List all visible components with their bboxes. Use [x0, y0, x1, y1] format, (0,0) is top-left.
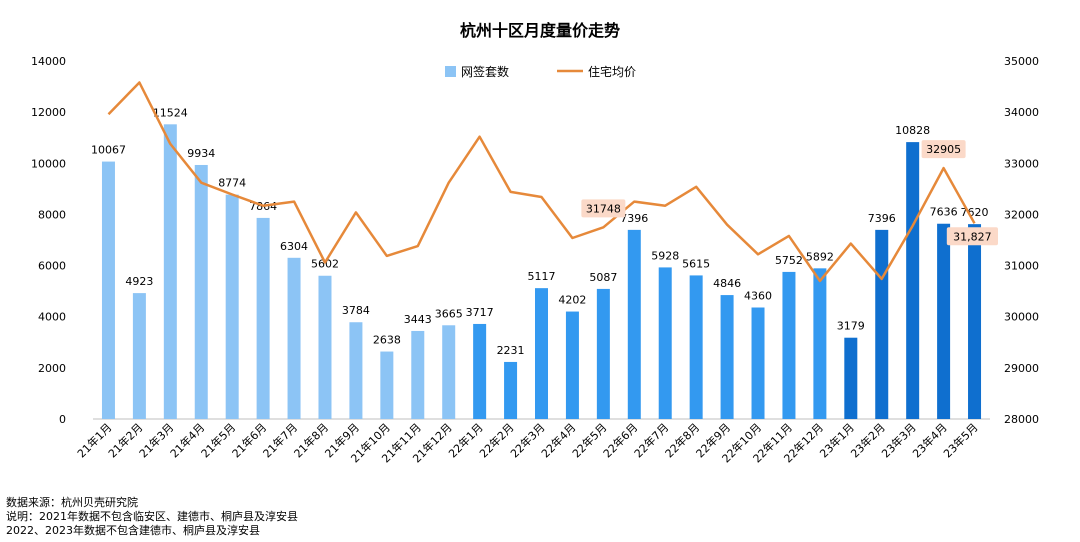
- bar: [937, 223, 951, 419]
- bar: [194, 164, 208, 419]
- price-callout-box: [581, 199, 626, 218]
- bar-labels: 1006749231152499348774786463045602378426…: [91, 106, 989, 357]
- bar: [844, 337, 858, 419]
- bar: [287, 257, 301, 419]
- price-polyline: [107, 81, 976, 283]
- bar: [442, 325, 456, 419]
- bar: [504, 361, 518, 419]
- bar-value-label: 5928: [651, 249, 679, 262]
- price-callout-label: 31748: [586, 202, 621, 215]
- bar: [349, 322, 363, 419]
- bar: [968, 224, 982, 419]
- bar-value-label: 2231: [497, 344, 525, 357]
- y-left-tick-label: 0: [59, 413, 66, 426]
- bar-value-label: 4923: [125, 275, 153, 288]
- bar: [565, 311, 579, 419]
- bar: [535, 288, 548, 419]
- bar-value-label: 10828: [895, 124, 930, 137]
- price-line-series: [107, 81, 976, 283]
- bar: [720, 295, 734, 419]
- y-right-tick-label: 32000: [1004, 208, 1039, 221]
- bar: [658, 267, 672, 419]
- bar-value-label: 3665: [435, 307, 463, 320]
- bar: [627, 229, 641, 419]
- bar-value-label: 10067: [91, 144, 126, 157]
- bar-value-label: 2638: [373, 334, 401, 347]
- y-left-tick-label: 2000: [38, 362, 66, 375]
- bar-value-label: 7396: [868, 212, 896, 225]
- y-left-tick-label: 8000: [38, 208, 66, 221]
- bar: [782, 271, 796, 419]
- y-right-tick-label: 31000: [1004, 260, 1039, 273]
- bar-value-label: 5615: [682, 257, 710, 270]
- bar-value-label: 9934: [187, 147, 215, 160]
- price-callout-box: [946, 227, 998, 246]
- bar: [875, 229, 889, 419]
- price-callout-label: 32905: [926, 143, 961, 156]
- y-left-tick-label: 12000: [31, 106, 66, 119]
- legend: 网签套数 住宅均价: [445, 64, 636, 79]
- bar: [132, 293, 146, 419]
- legend-bar-swatch: [445, 66, 456, 77]
- footer-source: 数据来源：杭州贝壳研究院: [6, 496, 138, 509]
- y-right-tick-label: 34000: [1004, 106, 1039, 119]
- y-right-tick-label: 28000: [1004, 413, 1039, 426]
- bar: [596, 288, 610, 419]
- chart-title: 杭州十区月度量价走势: [460, 21, 620, 40]
- callouts: 31748 32905 31,827: [581, 140, 998, 246]
- y-right-tick-label: 33000: [1004, 157, 1039, 170]
- bar-value-label: 5892: [806, 250, 834, 263]
- bar: [751, 307, 765, 419]
- y-right-tick-label: 35000: [1004, 55, 1039, 68]
- bar-value-label: 3443: [404, 313, 432, 326]
- bar-value-label: 5752: [775, 254, 803, 267]
- bar-value-label: 5087: [589, 271, 617, 284]
- bar-value-label: 3179: [837, 320, 865, 333]
- price-callout-label: 31,827: [953, 230, 992, 243]
- y-left-tick-label: 6000: [38, 260, 66, 273]
- bar: [380, 351, 394, 419]
- x-tick-label: 23年5月: [940, 420, 980, 460]
- y-right-tick-label: 30000: [1004, 311, 1039, 324]
- bar-value-label: 5602: [311, 258, 339, 271]
- bar: [411, 330, 425, 419]
- bar: [225, 194, 239, 419]
- bar-value-label: 4360: [744, 290, 772, 303]
- y-left-tick-label: 14000: [31, 55, 66, 68]
- bar: [906, 142, 920, 420]
- bar: [256, 217, 270, 419]
- bar-value-label: 7636: [930, 206, 958, 219]
- bar-value-label: 3784: [342, 304, 370, 317]
- bar: [101, 161, 115, 419]
- footer-note-1: 说明：2021年数据不包含临安区、建德市、桐庐县及淳安县: [6, 510, 298, 523]
- bar: [163, 124, 177, 420]
- bar: [689, 275, 703, 419]
- bar: [318, 275, 332, 419]
- legend-bar-label: 网签套数: [461, 64, 509, 79]
- bar-value-label: 3717: [466, 306, 494, 319]
- bar-value-label: 7396: [620, 212, 648, 225]
- y-left-tick-label: 4000: [38, 311, 66, 324]
- bar: [473, 323, 487, 419]
- bar-value-label: 6304: [280, 240, 308, 253]
- bar-value-label: 11524: [153, 106, 188, 119]
- bar-value-label: 4846: [713, 277, 741, 290]
- legend-line-label: 住宅均价: [588, 64, 636, 79]
- bars-series: [101, 124, 982, 420]
- y-right-tick-label: 29000: [1004, 362, 1039, 375]
- footer-note-2: 2022、2023年数据不包含建德市、桐庐县及淳安县: [6, 524, 260, 537]
- price-callout-box: [921, 140, 966, 159]
- bar-value-label: 5117: [528, 270, 556, 283]
- y-left-tick-label: 10000: [31, 157, 66, 170]
- bar-value-label: 4202: [558, 294, 586, 307]
- bar: [813, 268, 827, 419]
- bar-value-label: 8774: [218, 177, 246, 190]
